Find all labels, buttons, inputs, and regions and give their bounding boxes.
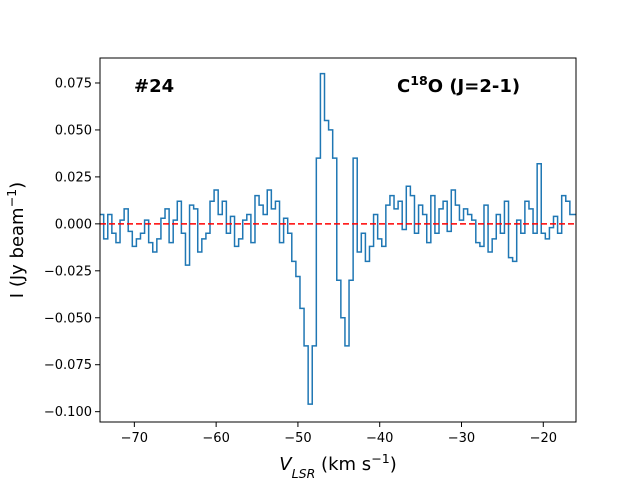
y-tick-label: 0.075 [55, 76, 92, 91]
label-part: #24 [134, 76, 174, 97]
y-tick-label: −0.025 [44, 264, 92, 279]
label-part: LSR [292, 466, 316, 480]
label-part: ) [7, 182, 28, 189]
label-part: I (Jy beam [7, 207, 28, 298]
y-tick-label: −0.100 [44, 405, 92, 420]
label-part: −1 [4, 189, 19, 208]
x-axis-label: VLSR (km s−1) [279, 451, 397, 480]
x-tick-label: −30 [448, 431, 475, 446]
y-tick-label: 0.000 [55, 217, 92, 232]
y-tick-label: 0.025 [55, 170, 92, 185]
axes-frame [99, 57, 577, 423]
label-part: C [397, 76, 410, 97]
label-part: 18 [410, 73, 428, 88]
annotation: C18O (J=2-1) [397, 73, 520, 98]
label-part: V [279, 454, 293, 475]
x-tick-label: −40 [366, 431, 393, 446]
y-tick-label: −0.075 [44, 358, 92, 373]
x-tick-label: −50 [284, 431, 311, 446]
label-part: (km s [315, 454, 371, 475]
label-part: −1 [371, 451, 390, 466]
y-tick-label: 0.050 [55, 123, 92, 138]
label-part: O (J=2-1) [428, 76, 520, 97]
x-tick-label: −70 [121, 431, 148, 446]
label-part: ) [390, 454, 397, 475]
spectrum-line [100, 72, 576, 405]
y-tick-label: −0.050 [44, 311, 92, 326]
x-tick-label: −20 [530, 431, 557, 446]
annotation: #24 [134, 76, 174, 97]
x-tick-label: −60 [202, 431, 229, 446]
y-axis-label: I (Jy beam−1) [4, 182, 29, 298]
